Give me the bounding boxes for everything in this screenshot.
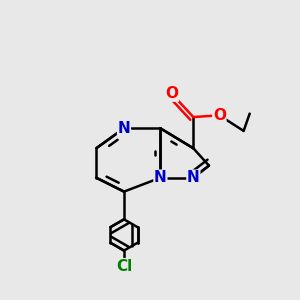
Text: O: O bbox=[213, 108, 226, 123]
Text: N: N bbox=[118, 121, 130, 136]
Text: O: O bbox=[165, 86, 178, 101]
Text: N: N bbox=[187, 170, 200, 185]
Text: Cl: Cl bbox=[116, 259, 132, 274]
Text: N: N bbox=[154, 170, 167, 185]
